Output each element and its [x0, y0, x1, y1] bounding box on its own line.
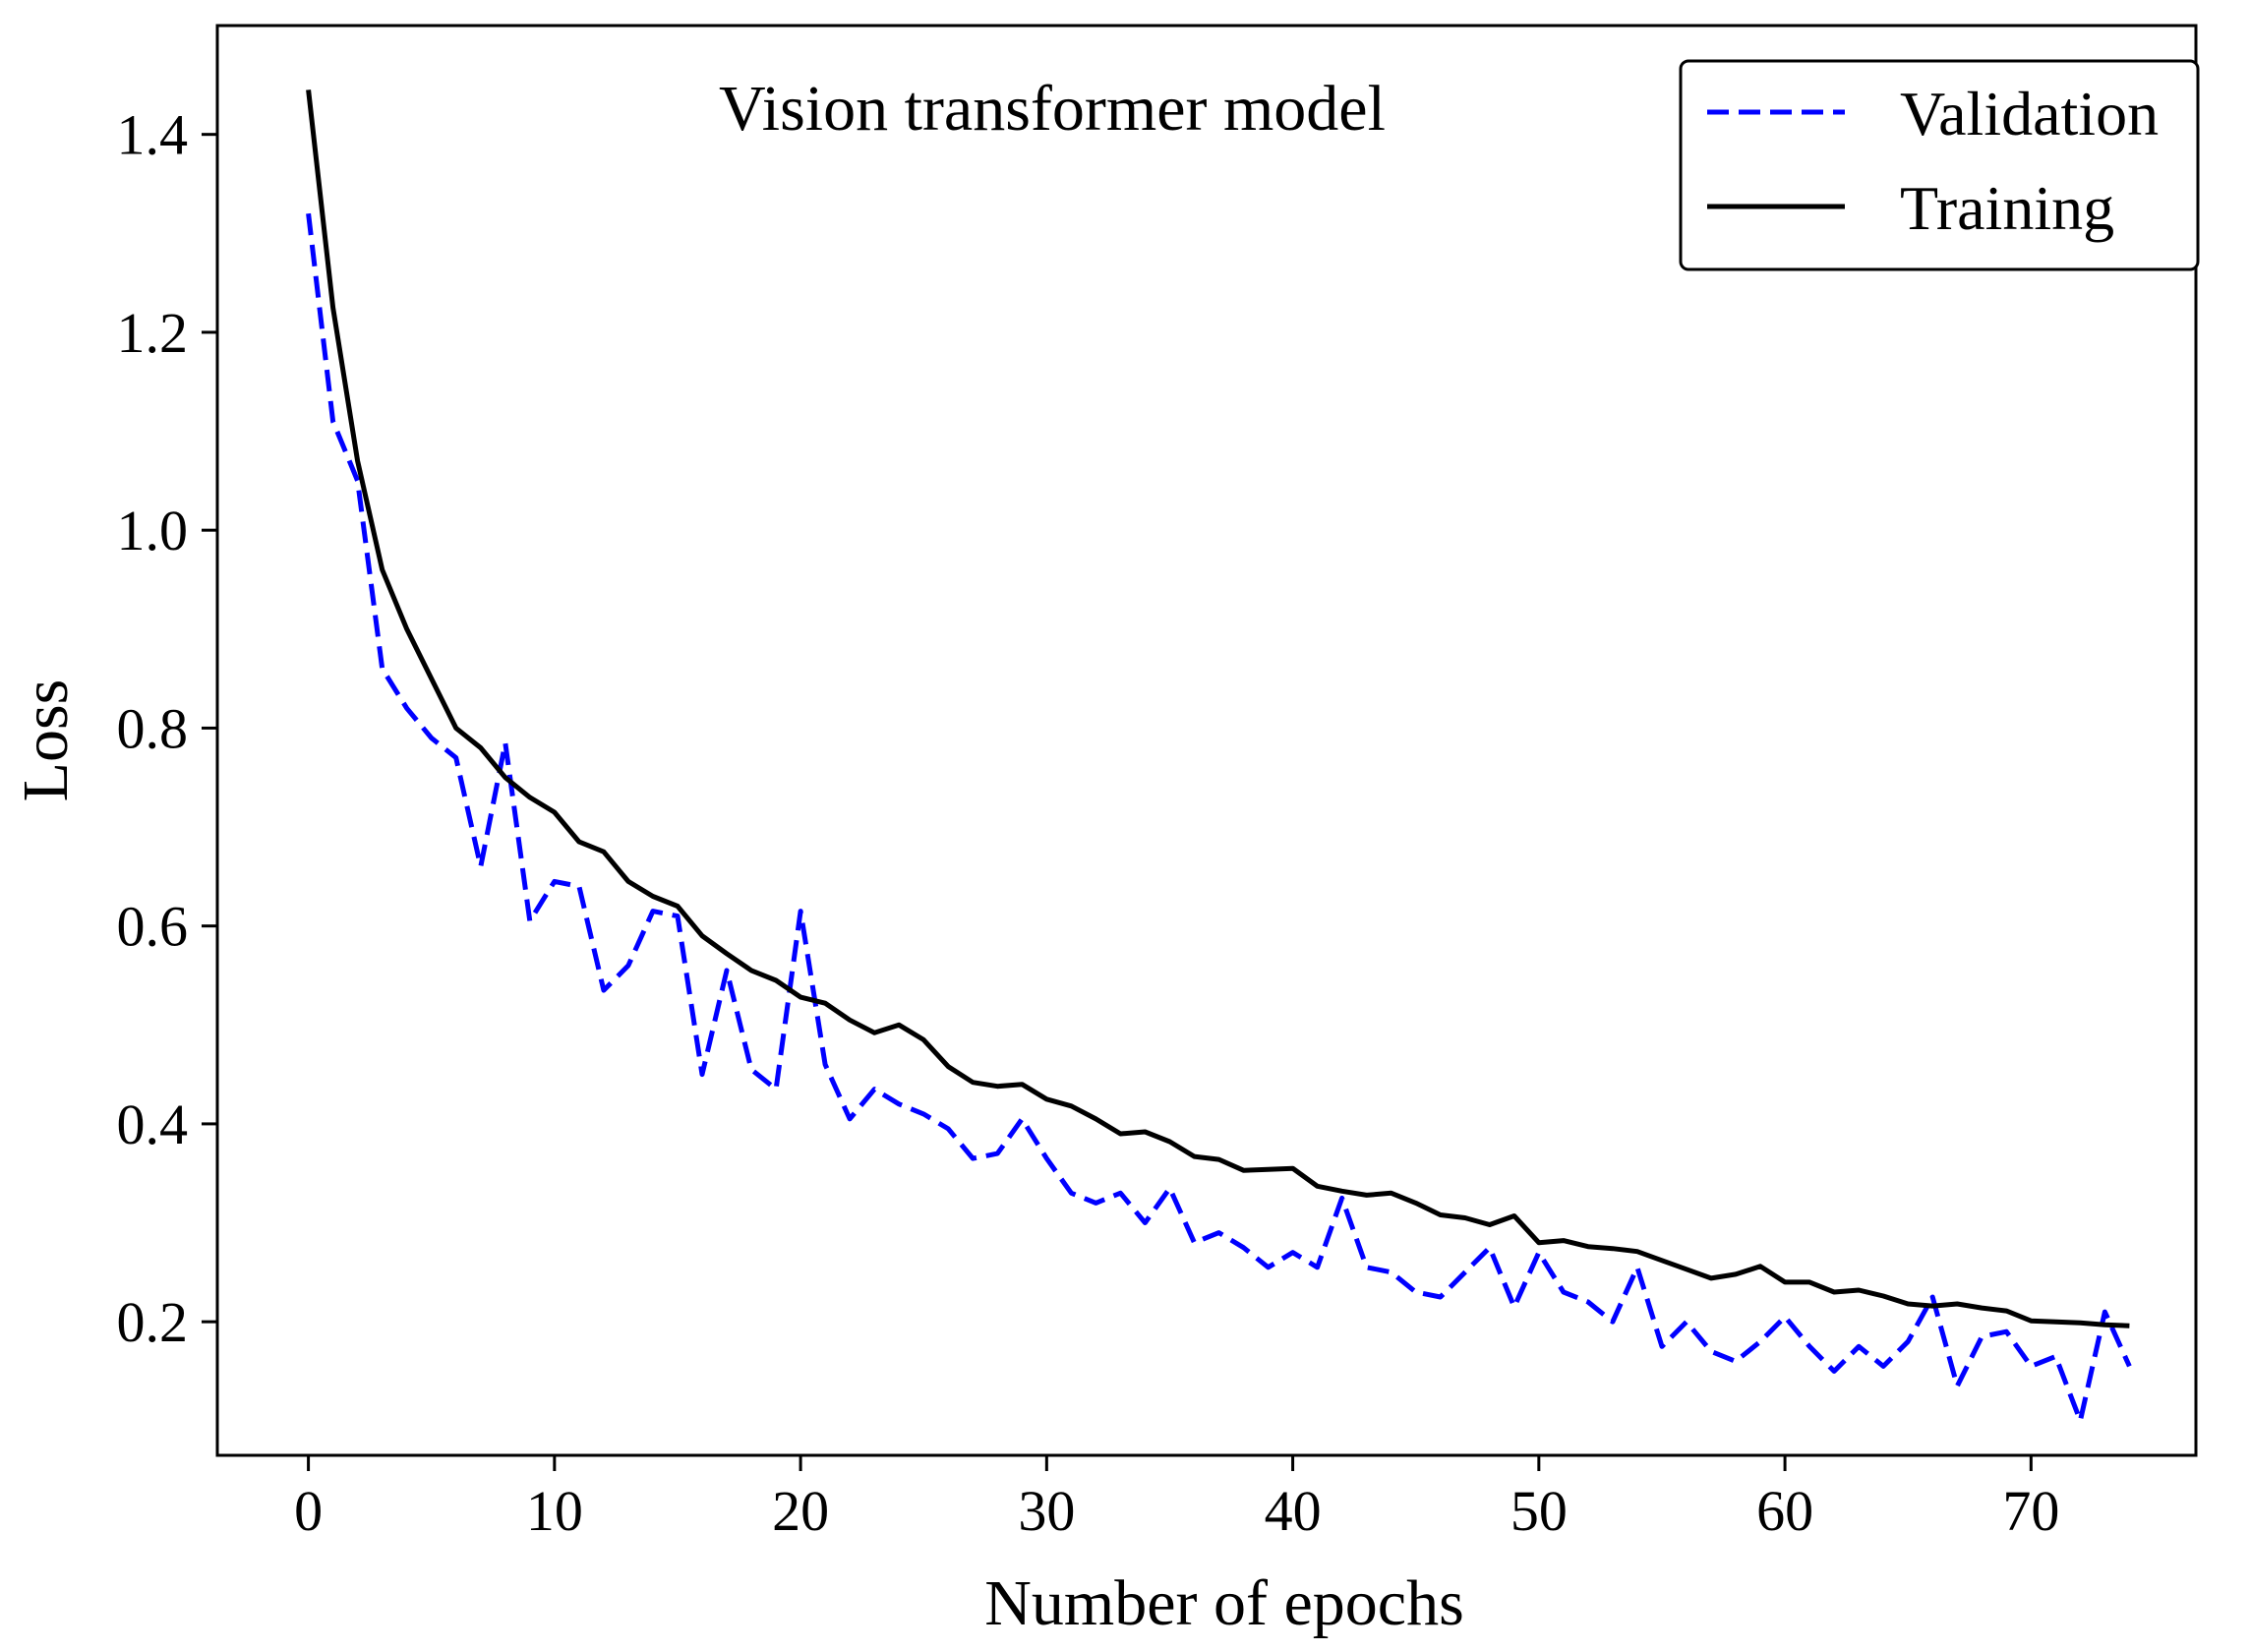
- legend: Validation Training: [1679, 59, 2200, 271]
- plot-area: [215, 24, 2198, 1457]
- x-tick-label-6: 60: [1756, 1479, 1813, 1543]
- y-tick-label-5: 1.2: [117, 301, 189, 365]
- legend-label-training: Training: [1900, 173, 2114, 243]
- y-tick-label-3: 0.8: [117, 696, 189, 760]
- x-tick-label-1: 10: [526, 1479, 583, 1543]
- x-tick-label-0: 0: [294, 1479, 323, 1543]
- plot-frame: [215, 24, 2198, 1457]
- series-line-training: [306, 89, 2130, 1328]
- x-tick-label-2: 20: [772, 1479, 829, 1543]
- x-axis: 0 10 20 30 40 50 60 70: [294, 1455, 2059, 1543]
- x-tick-label-5: 50: [1510, 1479, 1568, 1543]
- y-tick-label-1: 0.4: [117, 1092, 189, 1156]
- x-tick-label-7: 70: [2002, 1479, 2059, 1543]
- series-line-validation: [306, 212, 2132, 1424]
- y-tick-label-2: 0.6: [117, 895, 189, 959]
- legend-label-validation: Validation: [1900, 79, 2159, 148]
- y-axis: 0.2 0.4 0.6 0.8 1.0 1.2 1.4: [117, 103, 217, 1354]
- x-tick-label-3: 30: [1018, 1479, 1075, 1543]
- y-tick-label-4: 1.0: [117, 499, 189, 562]
- y-axis-title: Loss: [10, 679, 82, 802]
- series-layer: [306, 89, 2132, 1424]
- chart-title: Vision transformer model: [719, 73, 1386, 145]
- y-tick-label-6: 1.4: [117, 103, 189, 167]
- y-tick-label-0: 0.2: [117, 1290, 189, 1354]
- x-axis-title: Number of epochs: [984, 1567, 1464, 1639]
- x-tick-label-4: 40: [1265, 1479, 1322, 1543]
